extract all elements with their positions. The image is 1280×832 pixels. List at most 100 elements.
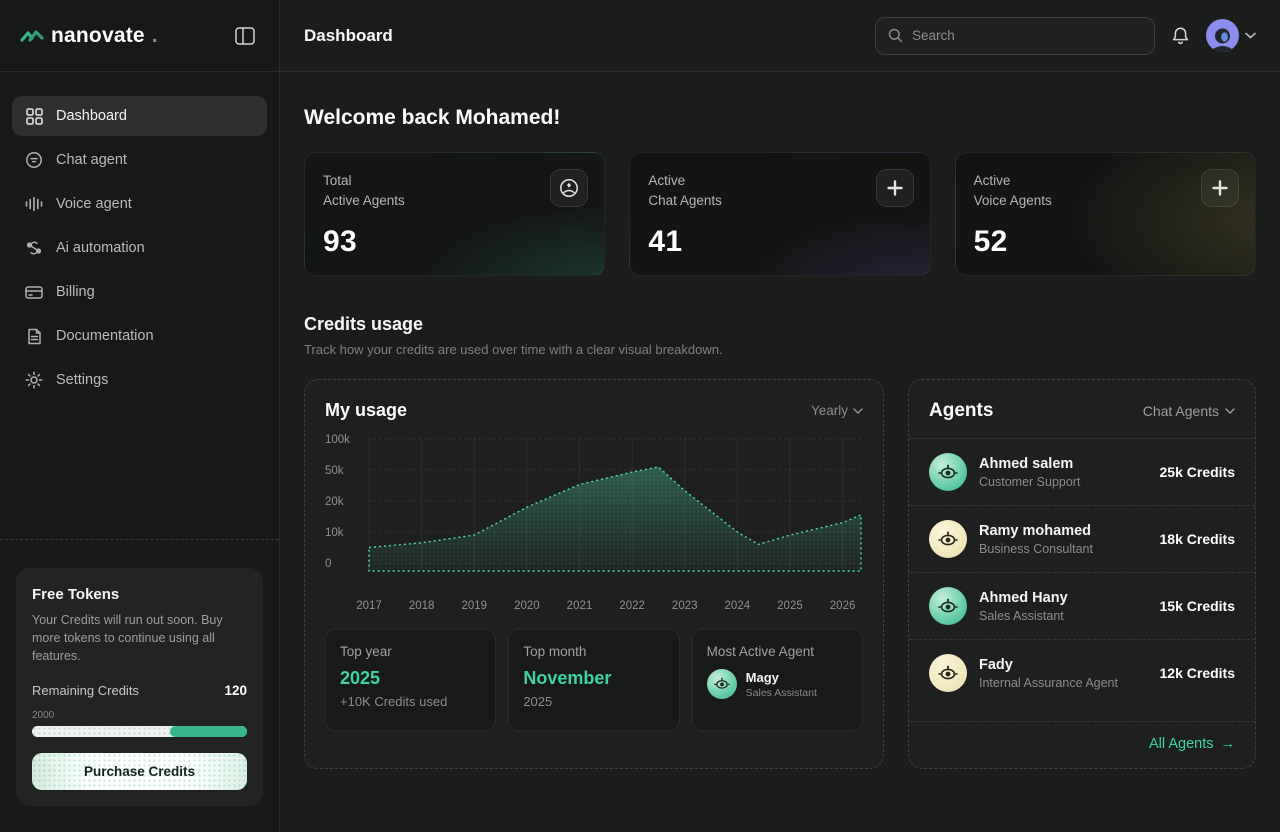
highlight-label: Top month [523,644,587,659]
stat-label-line2: Voice Agents [973,192,1052,208]
agent-name: Fady [979,656,1013,673]
stat-label-line1: Total [323,173,352,188]
add-chat-agent-button[interactable] [875,169,914,207]
stat-card-total-active-agents: Total Active Agents 93 [304,152,606,276]
all-agents-label: All Agents [1149,736,1214,752]
document-icon [24,328,44,345]
brand-logo: nanovate. [20,24,158,48]
credits-progress-fill [169,726,247,737]
arrow-right-icon: → [1220,736,1236,752]
sidebar: nanovate. Dashboard Chat agent [0,0,280,832]
topbar: Dashboard [280,0,1280,72]
agent-credits: 25k Credits [1159,464,1235,480]
credits-total-label: 2000 [32,710,55,721]
svg-text:2021: 2021 [567,600,593,612]
purchase-credits-button[interactable]: Purchase Credits [32,753,247,790]
svg-text:2023: 2023 [672,600,698,612]
sidebar-toggle-button[interactable] [231,22,259,50]
welcome-heading: Welcome back Mohamed! [304,106,561,129]
remaining-credits-value: 120 [224,683,247,698]
user-circle-icon-button[interactable] [550,169,589,207]
agent-row[interactable]: Ahmed Hany Sales Assistant 15k Credits [909,572,1255,639]
stat-value: 93 [323,225,357,258]
svg-text:20k: 20k [325,496,344,508]
all-agents-link[interactable]: All Agents → [1149,736,1235,752]
agent-role: Business Consultant [979,541,1093,556]
usage-highlights: Top year 2025 +10K Credits used Top mont… [325,629,863,731]
brand-name: nanovate [51,23,145,47]
avatar[interactable] [1206,19,1239,52]
stat-label-line2: Active Agents [323,192,405,208]
svg-text:2020: 2020 [514,600,540,612]
svg-text:2022: 2022 [619,600,645,612]
sidebar-item-documentation[interactable]: Documentation [12,316,267,356]
agent-role: Customer Support [979,474,1081,489]
credit-card-icon [24,285,44,300]
sidebar-item-label: Ai automation [56,240,145,256]
chevron-down-icon [1245,32,1256,39]
sidebar-item-dashboard[interactable]: Dashboard [12,96,267,136]
sidebar-item-label: Documentation [56,328,154,344]
agent-name: Ahmed salem [979,455,1074,472]
sidebar-item-settings[interactable]: Settings [12,360,267,400]
stat-label-line1: Active [648,173,686,188]
agents-card-title: Agents [929,400,994,421]
credits-usage-subtitle: Track how your credits are used over tim… [304,342,723,357]
usage-card-title: My usage [325,400,408,420]
add-voice-agent-button[interactable] [1201,169,1239,207]
sidebar-divider [0,538,279,540]
usage-range-value: Yearly [810,403,848,418]
waveform-icon [24,196,44,212]
usage-range-selector[interactable]: Yearly [811,403,863,418]
agent-credits: 15k Credits [1159,598,1235,614]
svg-text:0: 0 [325,558,331,570]
highlight-value: 2025 [340,668,381,688]
highlight-top-month: Top month November 2025 [508,629,680,731]
usage-card: My usage Yearly 0 10k 20k 50k 100k 2017 2018 20… [304,379,884,769]
agent-name: Ramy mohamed [979,522,1092,539]
agent-row[interactable]: Ramy mohamed Business Consultant 18k Cre… [909,505,1255,572]
highlight-agent-name: Magy [745,669,779,685]
highlight-value: November [523,668,612,688]
svg-text:2024: 2024 [725,600,751,612]
agents-filter-value: Chat Agents [1142,403,1219,419]
sidebar-nav: Dashboard Chat agent Voice agent [0,72,279,404]
remaining-credits-label: Remaining Credits [32,683,139,698]
search-box[interactable] [875,16,1155,55]
sidebar-item-chat-agent[interactable]: Chat agent [12,140,267,180]
free-tokens-card: Free Tokens Your Credits will run out so… [16,567,263,806]
stat-card-active-voice-agents: Active Voice Agents 52 [954,152,1256,276]
stat-value: 41 [648,225,683,258]
highlight-sub: +10K Credits used [340,694,448,709]
svg-text:50k: 50k [325,465,344,477]
agent-row[interactable]: Ahmed salem Customer Support 25k Credits [909,439,1255,505]
svg-text:2017: 2017 [356,600,382,612]
highlight-agent-role: Sales Assistant [745,686,817,699]
sidebar-item-billing[interactable]: Billing [12,272,267,312]
agent-avatar [929,587,967,625]
notifications-bell-button[interactable] [1171,26,1190,46]
agent-name: Ahmed Hany [979,589,1068,606]
sidebar-item-label: Voice agent [56,196,132,212]
stat-label-line2: Chat Agents [648,192,722,208]
sidebar-item-label: Chat agent [56,152,127,168]
free-tokens-description: Your Credits will run out soon. Buy more… [32,612,223,663]
agent-row[interactable]: Fady Internal Assurance Agent 12k Credit… [909,639,1255,706]
chat-icon [24,151,44,169]
agents-card: Agents Chat Agents Ahmed salem Customer … [908,379,1256,769]
user-menu[interactable] [1206,19,1256,52]
agent-role: Sales Assistant [979,608,1064,623]
search-input[interactable] [912,28,1142,43]
sidebar-header: nanovate. [0,0,279,72]
sidebar-item-voice-agent[interactable]: Voice agent [12,184,267,224]
sidebar-item-ai-automation[interactable]: Ai automation [12,228,267,268]
agent-credits: 12k Credits [1159,665,1235,681]
highlight-sub: 2025 [523,694,553,709]
agents-filter-selector[interactable]: Chat Agents [1143,403,1235,419]
stats-row: Total Active Agents 93 Active Chat Agent… [304,152,1256,276]
sidebar-item-label: Dashboard [56,108,127,124]
free-tokens-title: Free Tokens [32,585,120,603]
agent-avatar [929,453,967,491]
highlight-label: Top year [340,644,392,659]
highlight-top-year: Top year 2025 +10K Credits used [325,629,497,731]
